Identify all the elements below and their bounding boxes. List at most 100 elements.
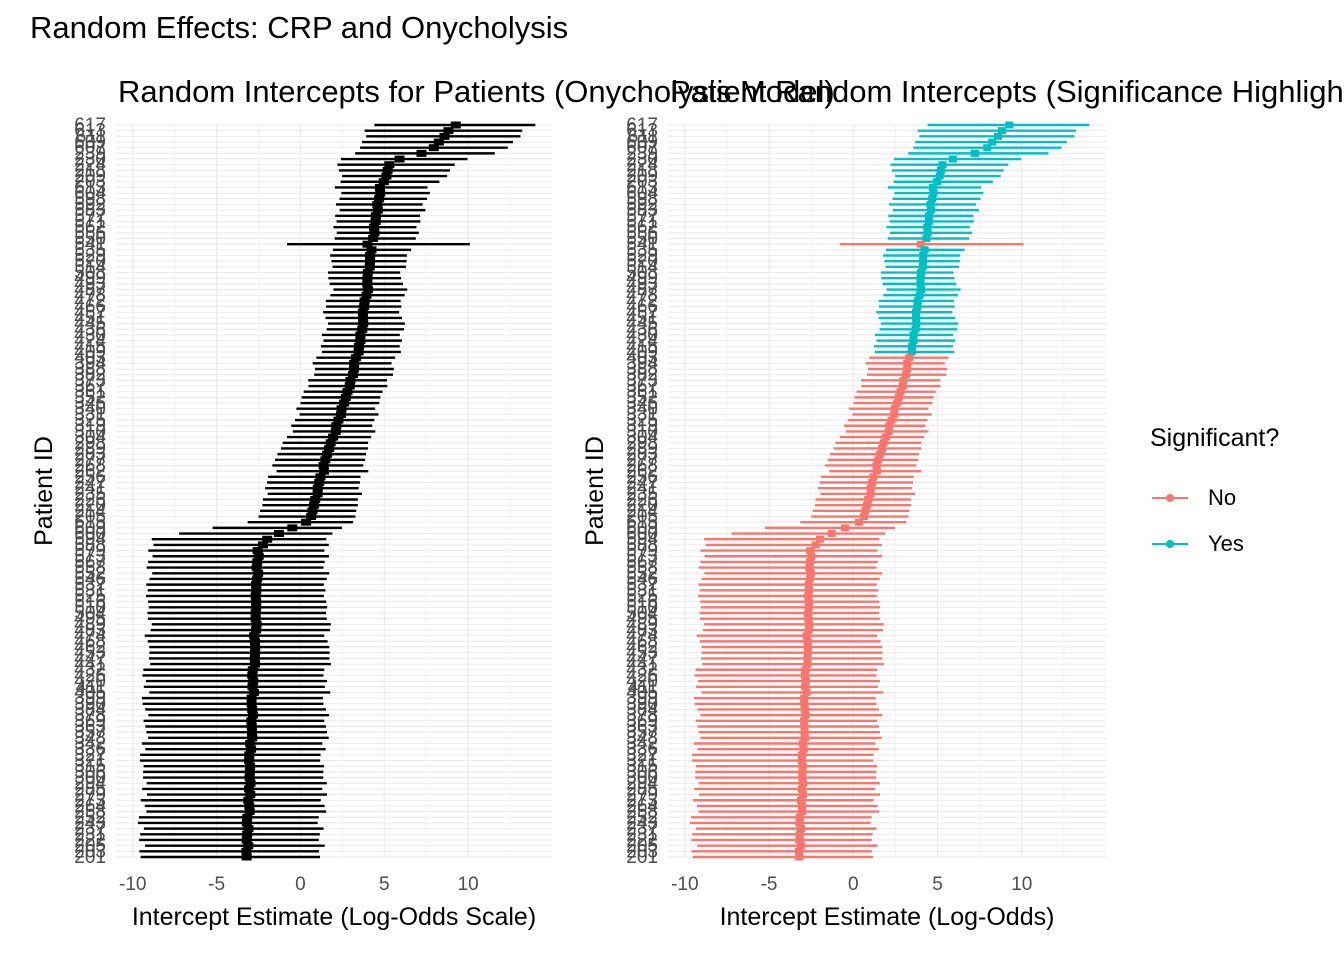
legend-label-yes: Yes: [1208, 531, 1244, 556]
point-estimate: [253, 569, 264, 577]
point-estimate: [358, 320, 369, 328]
point-estimate: [450, 121, 461, 129]
point-estimate: [902, 371, 911, 379]
point-estimate: [795, 830, 804, 838]
point-estimate: [916, 269, 925, 277]
point-estimate: [885, 422, 894, 430]
y-tick-label: 478: [626, 285, 658, 306]
point-estimate: [244, 808, 255, 816]
y-tick-label: 447: [626, 648, 658, 669]
x-axis-label: Intercept Estimate (Log-Odds): [720, 903, 1055, 931]
y-tick-label: 262: [626, 461, 658, 482]
y-tick-label: 430: [74, 325, 106, 346]
y-tick-label: 430: [626, 325, 658, 346]
y-tick-label: 617: [626, 115, 658, 136]
y-tick-label: 588: [626, 535, 658, 556]
point-estimate: [795, 853, 804, 861]
y-tick-label: 384: [74, 699, 106, 720]
point-estimate: [903, 365, 912, 373]
y-tick-label: 214: [626, 501, 658, 522]
point-estimate: [315, 473, 326, 481]
point-estimate: [924, 217, 933, 225]
y-tick-label: 441: [626, 654, 658, 675]
y-tick-label: 235: [74, 484, 106, 505]
y-tick-label: 283: [626, 444, 658, 465]
y-tick-label: 298: [74, 433, 106, 454]
y-tick-label: 436: [74, 319, 106, 340]
point-estimate: [312, 484, 323, 492]
y-tick-label: 310: [626, 421, 658, 442]
y-tick-label: 441: [74, 654, 106, 675]
point-estimate: [251, 626, 262, 634]
point-estimate: [251, 564, 262, 572]
y-tick-label: 531: [74, 580, 106, 601]
y-tick-label: 336: [74, 739, 106, 760]
point-estimate: [988, 138, 997, 146]
point-estimate: [318, 461, 329, 469]
y-tick-label: 226: [626, 490, 658, 511]
x-tick-label: 5: [379, 874, 390, 895]
point-estimate: [827, 530, 836, 538]
y-tick-label: 264: [626, 796, 658, 817]
point-estimate: [800, 734, 809, 742]
y-tick-label: 230: [74, 149, 106, 170]
x-tick-label: -10: [119, 874, 146, 895]
y-tick-label: 231: [74, 824, 106, 845]
y-tick-label: 361: [74, 382, 106, 403]
point-estimate: [1005, 121, 1014, 129]
y-tick-label: 241: [74, 478, 106, 499]
point-estimate: [251, 603, 262, 611]
point-estimate: [357, 325, 368, 333]
y-tick-label: 300: [626, 768, 658, 789]
point-estimate: [324, 444, 335, 452]
point-estimate: [312, 490, 323, 498]
point-estimate: [318, 467, 329, 475]
point-estimate: [355, 331, 366, 339]
y-tick-label: 613: [74, 177, 106, 198]
y-tick-label: 495: [74, 609, 106, 630]
point-estimate: [798, 768, 807, 776]
point-estimate: [911, 308, 920, 316]
point-estimate: [320, 456, 331, 464]
point-estimate: [804, 586, 813, 594]
y-tick-label: 394: [74, 353, 106, 374]
point-estimate: [890, 410, 899, 418]
point-estimate: [252, 547, 263, 555]
y-tick-label: 241: [626, 478, 658, 499]
y-tick-label: 315: [74, 756, 106, 777]
point-estimate: [241, 853, 252, 861]
y-tick-label: 541: [74, 234, 106, 255]
point-estimate: [348, 371, 359, 379]
point-estimate: [362, 286, 373, 294]
point-estimate: [928, 195, 937, 203]
y-tick-label: 289: [626, 438, 658, 459]
point-estimate: [241, 836, 252, 844]
point-estimate: [811, 541, 820, 549]
y-tick-label: 520: [626, 251, 658, 272]
y-tick-label: 264: [74, 796, 106, 817]
y-tick-label: 588: [74, 535, 106, 556]
y-tick-label: 535: [74, 240, 106, 261]
point-estimate: [245, 740, 256, 748]
point-estimate: [381, 172, 392, 180]
y-tick-label: 510: [626, 597, 658, 618]
y-tick-label: 525: [74, 586, 106, 607]
point-estimate: [803, 660, 812, 668]
y-tick-label: 420: [74, 671, 106, 692]
y-tick-label: 283: [74, 444, 106, 465]
point-estimate: [797, 757, 806, 765]
point-estimate: [795, 847, 804, 855]
y-tick-label: 508: [626, 263, 658, 284]
y-tick-label: 525: [626, 586, 658, 607]
y-tick-label: 468: [626, 631, 658, 652]
point-estimate: [443, 127, 454, 135]
point-estimate: [983, 144, 992, 152]
y-tick-label: 403: [626, 348, 658, 369]
point-estimate: [915, 291, 924, 299]
y-tick-label: 567: [626, 552, 658, 573]
y-tick-label: 321: [626, 751, 658, 772]
point-estimate: [911, 325, 920, 333]
point-estimate: [868, 478, 877, 486]
point-estimate: [250, 592, 261, 600]
y-tick-label: 346: [74, 393, 106, 414]
